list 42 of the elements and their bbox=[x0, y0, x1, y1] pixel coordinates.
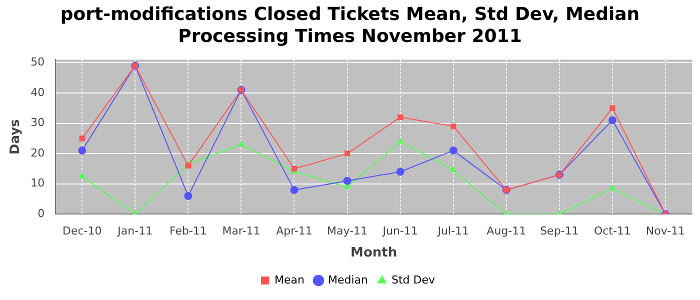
point bbox=[78, 146, 86, 155]
point bbox=[184, 192, 192, 200]
chart-title: port-modifications Closed Tickets Mean, Std Dev, Median Processing Times November 2011 bbox=[59, 3, 641, 49]
x-tick-label: Jun-11 bbox=[382, 224, 418, 238]
x-tick-label: Nov-11 bbox=[646, 224, 686, 238]
point bbox=[608, 116, 616, 124]
y-tick-label: 0 bbox=[38, 207, 45, 220]
point bbox=[396, 168, 404, 176]
point bbox=[290, 186, 298, 194]
x-axis-title: Month bbox=[350, 246, 398, 261]
point bbox=[450, 123, 456, 130]
x-tick-label: Aug-11 bbox=[486, 224, 526, 238]
x-tick-label: Mar-11 bbox=[222, 224, 260, 238]
legend-label: Mean bbox=[274, 273, 304, 286]
x-tick-label: Sep-11 bbox=[540, 224, 579, 238]
point bbox=[449, 146, 458, 155]
point bbox=[610, 105, 616, 111]
point bbox=[238, 140, 245, 146]
point bbox=[608, 184, 616, 190]
x-tick-label: Apr-11 bbox=[276, 224, 312, 238]
x-tick-label: Jan-11 bbox=[116, 224, 153, 238]
point bbox=[343, 176, 352, 185]
legend-label: Median bbox=[328, 273, 368, 286]
point bbox=[397, 114, 404, 120]
legend-label: Std Dev bbox=[391, 273, 436, 286]
x-tick-label: Oct-11 bbox=[594, 224, 631, 238]
x-tick-label: Dec-10 bbox=[62, 224, 102, 238]
y-tick-label: 20 bbox=[30, 146, 45, 160]
y-tick-label: 30 bbox=[30, 116, 45, 130]
point bbox=[450, 166, 457, 172]
point bbox=[396, 137, 404, 144]
y-axis-title: Days bbox=[8, 118, 24, 155]
x-tick-label: May-11 bbox=[327, 224, 368, 238]
y-tick-label: 40 bbox=[30, 86, 45, 99]
y-tick-label: 10 bbox=[30, 176, 45, 190]
point bbox=[185, 162, 192, 169]
x-tick-label: Jul-11 bbox=[436, 224, 469, 238]
point bbox=[78, 172, 86, 178]
point bbox=[344, 150, 350, 156]
y-tick-label: 50 bbox=[30, 55, 45, 68]
point bbox=[79, 136, 85, 142]
x-tick-label: Feb-11 bbox=[169, 224, 207, 238]
